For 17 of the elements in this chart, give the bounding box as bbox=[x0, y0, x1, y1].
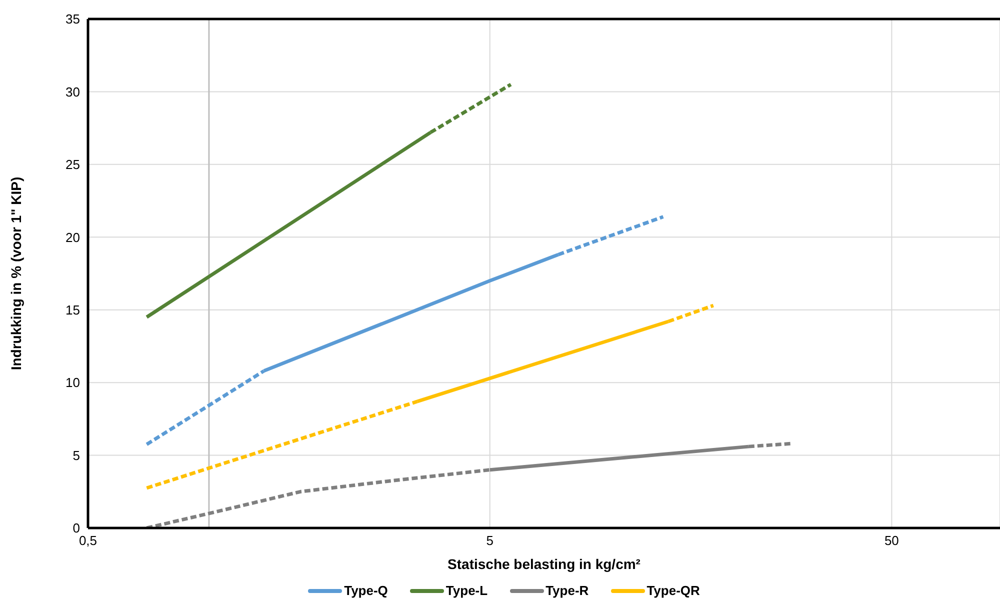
legend-label: Type-R bbox=[546, 583, 589, 598]
y-tick-label: 10 bbox=[66, 375, 80, 390]
y-tick-label: 5 bbox=[72, 448, 80, 463]
y-tick-label: 25 bbox=[66, 157, 80, 172]
x-tick-label: 50 bbox=[884, 533, 899, 548]
legend-label: Type-Q bbox=[344, 583, 388, 598]
y-axis-title: Indrukking in % (voor 1" KIP) bbox=[8, 176, 24, 370]
x-tick-label: 5 bbox=[486, 533, 494, 548]
x-tick-label: 0,5 bbox=[78, 533, 98, 548]
y-tick-label: 15 bbox=[66, 302, 80, 318]
x-axis-title: Statische belasting in kg/cm² bbox=[448, 556, 641, 572]
legend-label: Type-L bbox=[446, 583, 488, 598]
legend-label: Type-QR bbox=[646, 583, 700, 598]
y-tick-label: 20 bbox=[66, 230, 80, 245]
y-tick-label: 30 bbox=[66, 84, 80, 100]
y-tick-label: 0 bbox=[72, 520, 80, 536]
y-tick-label: 35 bbox=[66, 12, 80, 27]
